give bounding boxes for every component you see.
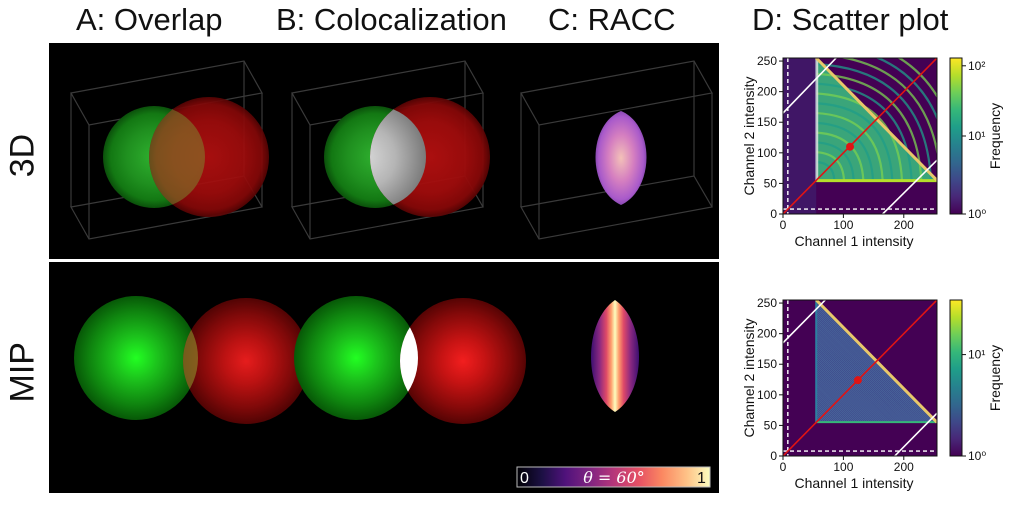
density-edge-left [815,58,819,181]
x-tick-label: 0 [780,460,787,474]
row-label-mip: MIP [3,342,42,403]
scatter-plot-mip: 0 100 200 0 50 100 150 200 250 Channel 1 intensit… [722,284,1018,500]
frequency-colorbar [949,299,963,457]
render-3d-row [70,60,713,240]
band-line [894,412,937,456]
scatter-plot-3d-svg: 0 100 200 0 50 100 150 200 250 Channel 1 intensit… [741,54,1003,249]
regression-line [783,58,937,214]
red-disk-a [183,298,309,424]
panel-mip-row: 0 1 θ = 60° [49,262,719,493]
y-tick-label: 50 [764,418,778,432]
x-axis-label: Channel 1 intensity [794,475,913,491]
colorbar-tick-label: 10¹ [968,348,985,362]
y-tick-label: 0 [770,449,777,463]
x-axis-label: Channel 1 intensity [794,233,913,249]
y-tick-label: 150 [757,357,777,371]
plot-frame [782,299,938,457]
racc-colorbar-theta-label: θ = 60° [583,468,645,487]
frequency-colorbar [949,57,963,215]
y-tick-label: 250 [757,296,777,310]
heatmap-content [783,58,937,214]
y-tick-label: 100 [757,146,777,160]
column-title-scatter-plot: D: Scatter plot [752,2,949,37]
heatmap-content [783,300,937,456]
row-label-3d: 3D [3,133,42,178]
density-edge-bottom [816,421,937,424]
overlap-region-a [149,106,205,208]
scatter-plot-mip-svg: 0 100 200 0 50 100 150 200 250 Channel 1 intensit… [741,296,1003,491]
racc-colorbar-max-label: 1 [697,470,706,487]
colorbar-tick-label: 10¹ [968,129,985,143]
racc-colorbar-min-label: 0 [520,470,529,487]
colocalized-region-b [370,106,426,208]
band-line [783,300,826,344]
y-tick-label: 200 [757,327,777,341]
x-tick-label: 200 [894,460,914,474]
x-tick-label: 100 [833,218,853,232]
band-line [882,159,937,214]
column-title-overlap: A: Overlap [76,2,223,37]
racc-lens-3d [595,111,647,205]
column-title-racc: C: RACC [548,2,676,37]
y-tick-label: 50 [764,176,778,190]
density-edge-bottom [816,179,937,183]
y-axis-label: Channel 2 intensity [741,76,757,195]
colorbar-label: Frequency [987,345,1003,411]
x-tick-label: 0 [780,218,787,232]
y-axis-label: Channel 2 intensity [741,318,757,437]
y-tick-label: 200 [757,85,777,99]
green-disk-b [294,296,418,420]
y-tick-label: 250 [757,54,777,68]
mean-point [853,376,862,385]
scatter-plot-3d: 0 100 200 0 50 100 150 200 250 Channel 1 intensit… [722,42,1018,258]
colorbar-tick-label: 10² [968,59,985,73]
colorbar-label: Frequency [987,103,1003,169]
panel-3d-row [49,43,719,259]
plot-frame [782,57,938,215]
x-tick-label: 100 [833,460,853,474]
red-disk-b [400,298,526,424]
band-line [783,58,837,114]
colorbar-tick-label: 10⁰ [968,207,986,221]
green-disk-a [74,296,198,420]
y-tick-label: 150 [757,115,777,129]
racc-colorbar [516,466,711,488]
column-title-colocalization: B: Colocalization [276,2,507,37]
y-tick-label: 0 [770,207,777,221]
x-tick-label: 200 [894,218,914,232]
mean-point [846,142,855,151]
density-edge-left [815,300,818,423]
colorbar-tick-label: 10⁰ [968,449,986,463]
racc-lens-mip [591,300,639,412]
render-mip-row: 0 1 θ = 60° [74,296,711,488]
y-tick-label: 100 [757,388,777,402]
